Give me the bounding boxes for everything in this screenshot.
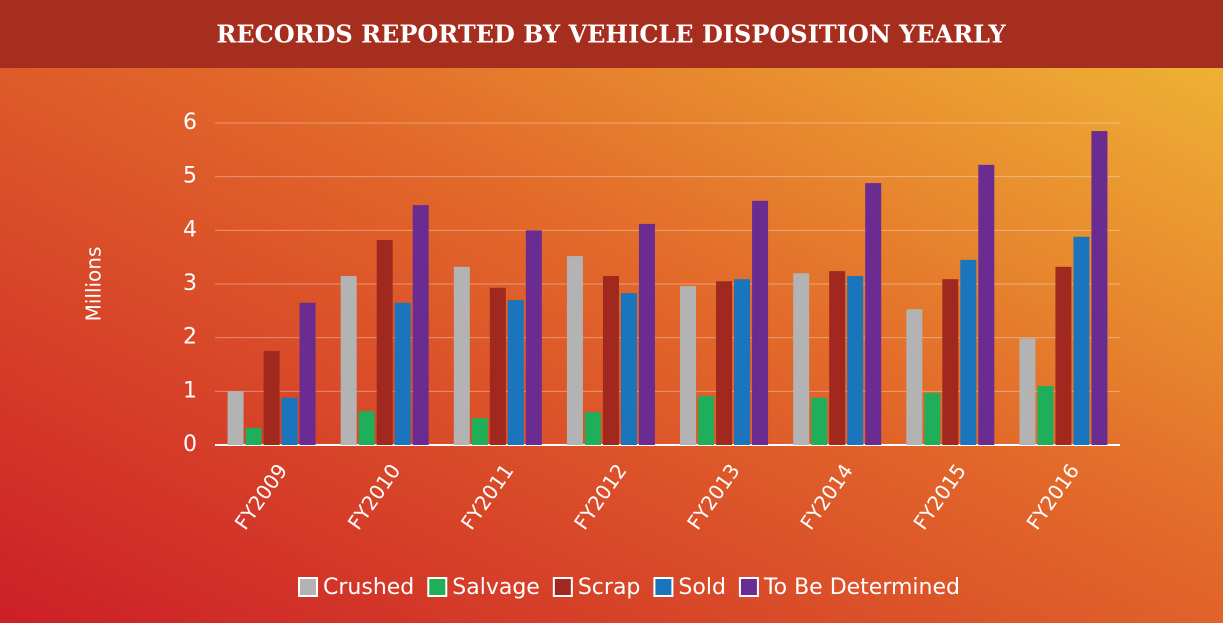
bar	[847, 275, 864, 445]
bar	[299, 302, 316, 445]
bar	[376, 239, 393, 445]
bar	[865, 183, 882, 445]
bar	[1037, 385, 1054, 445]
y-tick-label: 4	[183, 217, 197, 242]
bar	[489, 287, 506, 445]
legend-label: Scrap	[578, 575, 641, 600]
bar	[1019, 338, 1036, 445]
bar	[566, 256, 583, 445]
legend-label: Salvage	[452, 575, 540, 600]
y-axis-label: Millions	[82, 247, 106, 322]
bar	[584, 412, 601, 445]
y-tick-label: 6	[183, 110, 197, 135]
bar	[394, 302, 411, 445]
bar	[793, 273, 810, 445]
legend-label: Sold	[678, 575, 726, 600]
bar	[471, 418, 488, 445]
chart-title: RECORDS REPORTED BY VEHICLE DISPOSITION …	[216, 20, 1006, 49]
y-tick-label: 5	[183, 164, 197, 189]
bar	[525, 230, 542, 445]
y-tick-label: 1	[183, 378, 197, 403]
legend-swatch	[427, 577, 448, 597]
legend-label: Crushed	[323, 575, 414, 600]
bar	[1073, 236, 1090, 445]
bar	[507, 300, 524, 445]
bar	[263, 351, 280, 445]
bar	[680, 286, 697, 445]
bar	[752, 200, 769, 445]
legend-swatch	[653, 577, 674, 597]
bar	[358, 411, 375, 445]
bar	[412, 205, 429, 445]
bar	[960, 259, 977, 445]
bar	[340, 275, 357, 445]
legend-swatch	[552, 577, 573, 597]
bar	[734, 279, 751, 445]
bar	[942, 279, 959, 445]
bar	[227, 391, 244, 445]
legend-label: To Be Determined	[763, 575, 960, 600]
bar	[620, 293, 637, 445]
title-band	[0, 0, 1223, 68]
bar	[453, 266, 470, 445]
bar	[638, 223, 655, 445]
bar	[811, 397, 828, 445]
bar	[829, 271, 846, 445]
bar	[716, 281, 733, 445]
legend: Crushed Salvage Scrap Sold To Be Determined	[298, 575, 960, 600]
bar	[978, 164, 995, 446]
legend-swatch	[738, 577, 759, 597]
bar	[906, 309, 923, 445]
bar	[245, 427, 262, 445]
bar	[924, 392, 941, 445]
y-tick-label: 3	[183, 271, 197, 296]
y-tick-label: 2	[183, 325, 197, 350]
y-tick-label: 0	[183, 432, 197, 457]
bar	[1091, 131, 1108, 446]
bar	[1055, 266, 1072, 445]
bar	[698, 396, 715, 445]
bar	[602, 275, 619, 445]
legend-swatch	[298, 577, 319, 597]
bar	[281, 397, 298, 445]
